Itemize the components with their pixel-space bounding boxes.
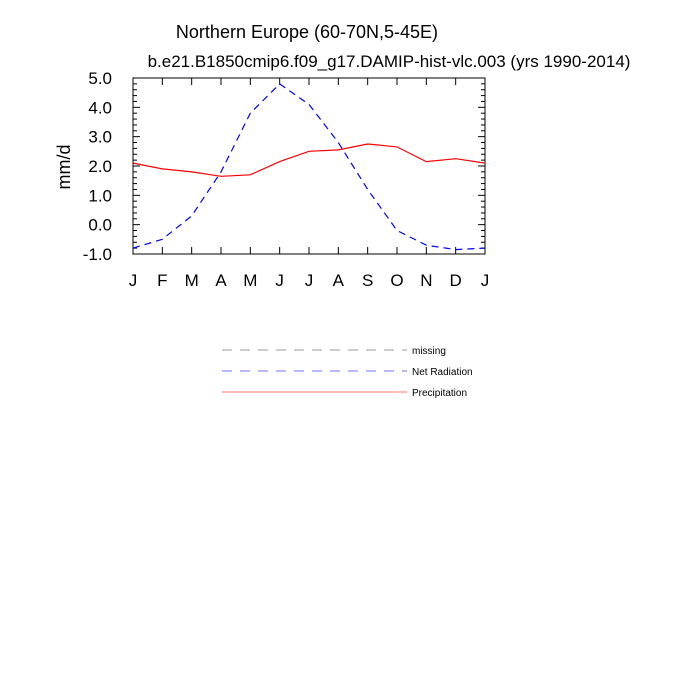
y-tick-label: 0.0	[88, 216, 112, 235]
x-tick-label: J	[275, 271, 284, 290]
x-tick-label: D	[450, 271, 462, 290]
x-tick-label: O	[390, 271, 403, 290]
y-axis-label: mm/d	[54, 145, 74, 190]
y-tick-label: 5.0	[88, 69, 112, 88]
y-tick-label: 3.0	[88, 128, 112, 147]
y-axis-ticks: 5.0 4.0 3.0 2.0 1.0 0.0 -1.0	[83, 69, 485, 264]
x-tick-label: F	[157, 271, 167, 290]
legend-label: Net Radiation	[412, 367, 473, 378]
chart-title: Northern Europe (60-70N,5-45E)	[176, 22, 438, 42]
x-tick-label: M	[185, 271, 199, 290]
legend-label: missing	[412, 346, 446, 357]
series-line-net-radiation	[132, 83, 486, 251]
x-tick-label: J	[129, 271, 138, 290]
chart-subtitle: b.e21.B1850cmip6.f09_g17.DAMIP-hist-vlc.…	[148, 52, 631, 71]
x-tick-label: N	[420, 271, 432, 290]
legend: missing Net Radiation Precipitation	[222, 346, 473, 399]
y-tick-label: 1.0	[88, 186, 112, 205]
plot-border	[132, 77, 486, 255]
x-tick-label: S	[362, 271, 373, 290]
x-tick-label: J	[481, 271, 490, 290]
series-lines	[132, 83, 486, 251]
plot-frame	[132, 77, 486, 255]
x-tick-label: J	[305, 271, 314, 290]
legend-label: Precipitation	[412, 388, 467, 399]
x-tick-label: A	[333, 271, 345, 290]
x-tick-label: A	[215, 271, 227, 290]
y-tick-label: 4.0	[88, 98, 112, 117]
y-tick-label: -1.0	[83, 245, 112, 264]
y-tick-label: 2.0	[88, 157, 112, 176]
series-line-precipitation	[132, 143, 486, 177]
x-tick-label: M	[243, 271, 257, 290]
